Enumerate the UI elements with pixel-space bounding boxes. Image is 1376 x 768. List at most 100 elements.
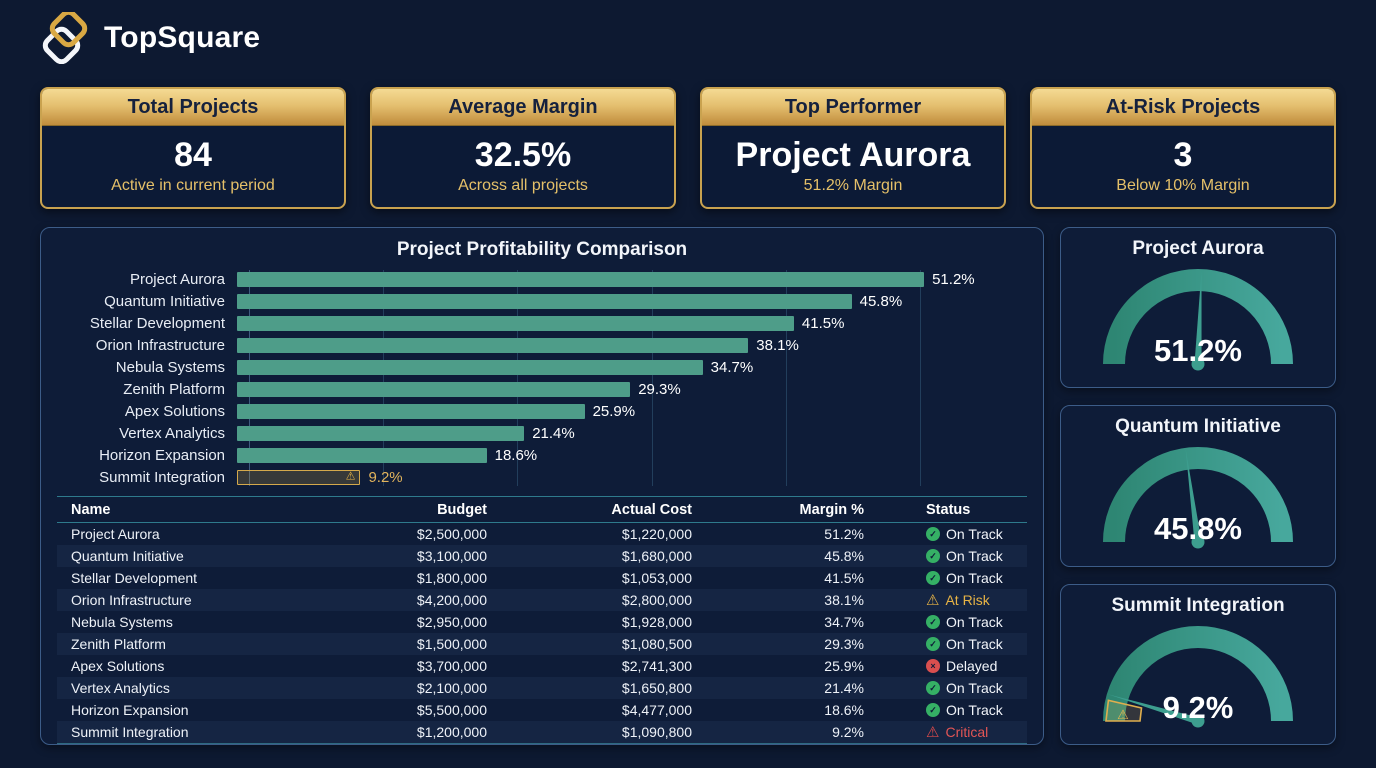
cell-actual-cost: $1,650,800 [621,680,692,696]
cell-actual-cost: $2,741,300 [621,658,692,674]
chart-bar-value: 45.8% [859,292,903,310]
projects-table: Name Budget Actual Cost Margin % Status Proj… [57,496,1027,744]
cell-actual-cost: $2,800,000 [621,592,692,608]
check-circle-icon: ✓ [926,615,940,629]
cell-actual-cost: $1,080,500 [621,636,692,652]
cell-budget: $2,100,000 [416,680,487,696]
gauge-value: 9.2% [1163,690,1234,725]
chart-bar [237,271,925,287]
chart-category-label: Summit Integration [99,468,225,486]
check-circle-icon: ✓ [926,637,940,651]
status-label: On Track [946,570,1003,586]
gauge: ⚠ 9.2% [1096,619,1300,738]
chart-bar-row: Nebula Systems 34.7% [41,356,1043,378]
cell-actual-cost: $1,220,000 [621,526,692,542]
gauge-title: Summit Integration [1111,594,1285,616]
chart-bar-zone: 41.5% [237,312,1043,334]
kpi-card-subtitle: 51.2% Margin [803,177,903,194]
chart-category-label: Vertex Analytics [119,424,225,442]
chart-bar-zone: 38.1% [237,334,1043,356]
status-label: On Track [946,548,1003,564]
app-logo: TopSquare [40,12,260,64]
cell-status: ✓ On Track [864,614,1027,630]
gridline [517,270,519,486]
kpi-card-subtitle: Across all projects [458,177,588,194]
gauge-card-quantum-initiative: Quantum Initiative 45.8% [1060,405,1336,567]
cell-name: Zenith Platform [71,636,166,652]
cell-margin: 51.2% [824,526,864,542]
chart-bar-row: Orion Infrastructure 38.1% [41,334,1043,356]
cell-status: ⚠ At Risk [864,592,1027,608]
cell-status: ✓ On Track [864,680,1027,696]
gauge-title: Quantum Initiative [1115,416,1281,438]
cell-budget: $3,700,000 [416,658,487,674]
cell-name: Orion Infrastructure [71,592,192,608]
gauge-needle [1107,693,1201,725]
kpi-card-value: 3 [1173,136,1193,174]
cell-name: Quantum Initiative [71,548,184,564]
cell-actual-cost: $1,680,000 [621,548,692,564]
column-header-name: Name [71,501,111,518]
cell-actual-cost: $1,928,000 [621,614,692,630]
gauge-value: 51.2% [1154,333,1242,368]
chart-bar-row: Project Aurora 51.2% [41,268,1043,290]
cell-name: Horizon Expansion [71,702,189,718]
chart-category-label: Project Aurora [129,270,225,288]
gauge-pivot [1191,357,1205,371]
chart-bar-value: 25.9% [592,402,636,420]
chart-bar [237,425,525,441]
kpi-card-body: Project Aurora 51.2% Margin [702,126,1004,207]
kpi-card-title: Total Projects [42,89,344,126]
gridline [383,270,385,486]
kpi-card-value: 32.5% [474,136,572,174]
chart-bar-value: 21.4% [532,424,575,442]
chart-bar-zone: 25.9% [237,400,1043,422]
chart-bar-row: Quantum Initiative 45.8% [41,290,1043,312]
chart-bar: ⚠ [237,469,361,485]
cell-status: ⚠ Critical [864,724,1027,740]
gauge: 51.2% [1096,262,1300,381]
cell-status: ✓ On Track [864,548,1027,564]
cell-status: ✓ On Track [864,526,1027,542]
chart-bar-value: 29.3% [638,380,681,398]
cell-budget: $3,100,000 [416,548,487,564]
x-circle-icon: × [926,659,940,673]
alert-triangle-icon: ⚠ [926,723,940,741]
table-header-row: Name Budget Actual Cost Margin % Status [57,496,1027,523]
chart-bar-value: 18.6% [494,446,538,464]
cell-margin: 34.7% [824,614,864,630]
gridline [249,270,250,486]
chart-bar-row: Vertex Analytics 21.4% [41,422,1043,444]
cell-name: Vertex Analytics [71,680,170,696]
column-header-margin-: Margin % [799,501,864,518]
table-body: Project Aurora $2,500,000 $1,220,000 51.2% ✓… [57,523,1027,743]
column-header-budget: Budget [437,501,487,518]
gauge: 45.8% [1096,440,1300,559]
gauge-column: Project Aurora 51.2% Quantum Initiative [1060,227,1336,745]
chart-bar [237,315,794,331]
status-label: On Track [946,680,1003,696]
kpi-card-subtitle: Below 10% Margin [1116,177,1250,194]
chart-bar [237,337,749,353]
table-row: Quantum Initiative $3,100,000 $1,680,000 45… [57,545,1027,567]
chart-bar-value: 34.7% [710,358,754,376]
gauge-pivot [1191,714,1205,728]
cell-budget: $4,200,000 [416,592,487,608]
kpi-card-body: 84 Active in current period [42,126,344,207]
chart-category-label: Quantum Initiative [104,292,225,310]
interlocked-diamonds-icon [42,12,88,64]
cell-name: Apex Solutions [71,658,165,674]
chart-bar-zone: 51.2% [237,268,1043,290]
cell-budget: $2,950,000 [416,614,487,630]
status-label: At Risk [945,592,990,608]
column-header-status: Status [926,501,971,518]
gauge-arc [1103,625,1293,721]
gauge-needle [1185,449,1202,545]
chart-category-label: Stellar Development [89,314,225,332]
cell-margin: 21.4% [824,680,864,696]
chart-bar-value: 38.1% [756,336,799,354]
cell-margin: 38.1% [824,592,864,608]
cell-margin: 29.3% [824,636,864,652]
kpi-card-body: 3 Below 10% Margin [1032,126,1334,207]
chart-bar-zone: 34.7% [237,356,1043,378]
